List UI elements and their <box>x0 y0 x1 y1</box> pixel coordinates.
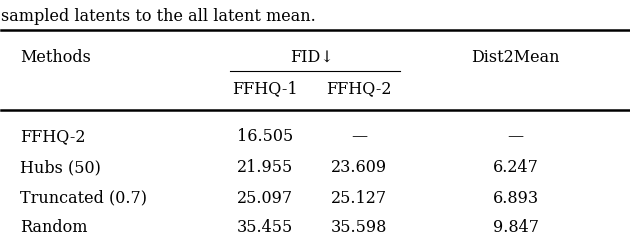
Text: 35.455: 35.455 <box>237 219 293 236</box>
Text: 35.598: 35.598 <box>331 219 387 236</box>
Text: 25.097: 25.097 <box>237 190 293 207</box>
Text: 6.247: 6.247 <box>493 159 539 176</box>
Text: 21.955: 21.955 <box>237 159 293 176</box>
Text: Random: Random <box>20 219 88 236</box>
Text: 9.847: 9.847 <box>493 219 539 236</box>
Text: sampled latents to the all latent mean.: sampled latents to the all latent mean. <box>1 8 316 25</box>
Text: FFHQ-2: FFHQ-2 <box>326 80 392 98</box>
Text: Hubs (50): Hubs (50) <box>20 159 101 176</box>
Text: FFHQ-2: FFHQ-2 <box>20 128 86 145</box>
Text: 6.893: 6.893 <box>493 190 539 207</box>
Text: Methods: Methods <box>20 49 91 66</box>
Text: 25.127: 25.127 <box>331 190 387 207</box>
Text: 16.505: 16.505 <box>237 128 293 145</box>
Text: Truncated (0.7): Truncated (0.7) <box>20 190 147 207</box>
Text: 23.609: 23.609 <box>331 159 387 176</box>
Text: FFHQ-1: FFHQ-1 <box>232 80 297 98</box>
Text: Dist2Mean: Dist2Mean <box>471 49 560 66</box>
Text: —: — <box>508 128 524 145</box>
Text: FID↓: FID↓ <box>290 49 334 66</box>
Text: —: — <box>351 128 367 145</box>
